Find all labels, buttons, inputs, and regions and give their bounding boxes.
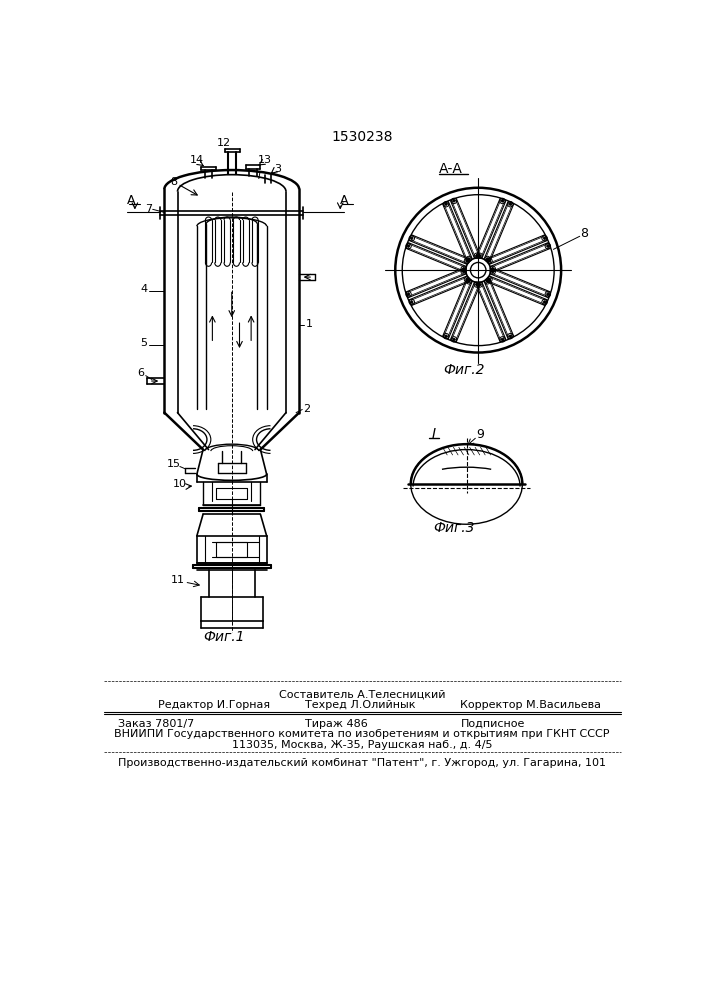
Circle shape	[468, 280, 470, 282]
Circle shape	[501, 200, 503, 202]
Text: 13: 13	[258, 155, 272, 165]
Text: 15: 15	[167, 459, 180, 469]
Circle shape	[509, 335, 511, 337]
Circle shape	[501, 338, 503, 341]
Text: Тираж 486: Тираж 486	[305, 719, 368, 729]
Text: Производственно-издательский комбинат "Патент", г. Ужгород, ул. Гагарина, 101: Производственно-издательский комбинат "П…	[118, 758, 606, 768]
Circle shape	[491, 270, 494, 273]
Circle shape	[491, 268, 494, 270]
Text: Фиг.2: Фиг.2	[443, 363, 485, 377]
Text: 1: 1	[305, 319, 312, 329]
Circle shape	[544, 301, 546, 303]
Circle shape	[445, 203, 448, 205]
Text: Редактор И.Горная: Редактор И.Горная	[158, 700, 270, 710]
Text: 2: 2	[303, 404, 310, 414]
Circle shape	[407, 293, 410, 295]
Text: А: А	[340, 194, 349, 207]
Text: 4: 4	[141, 284, 148, 294]
Circle shape	[468, 258, 470, 260]
Text: Подписное: Подписное	[460, 719, 525, 729]
Text: 1530238: 1530238	[331, 130, 392, 144]
Text: ВНИИПИ Государственного комитета по изобретениям и открытиям при ГКНТ СССР: ВНИИПИ Государственного комитета по изоб…	[115, 729, 609, 739]
Text: I: I	[257, 171, 260, 181]
Circle shape	[411, 301, 413, 303]
Text: 14: 14	[189, 155, 204, 165]
Text: 7: 7	[145, 204, 153, 214]
Text: Корректор М.Васильева: Корректор М.Васильева	[460, 700, 602, 710]
Circle shape	[547, 245, 549, 247]
Text: 11: 11	[170, 575, 185, 585]
Circle shape	[489, 278, 491, 281]
Circle shape	[462, 270, 464, 273]
Text: Составитель А.Телесницкий: Составитель А.Телесницкий	[279, 689, 445, 699]
Text: 8: 8	[580, 227, 588, 240]
Circle shape	[407, 245, 410, 247]
Circle shape	[479, 283, 481, 286]
Circle shape	[486, 258, 489, 260]
Circle shape	[452, 200, 455, 202]
Circle shape	[476, 255, 478, 257]
Text: 113035, Москва, Ж-35, Раушская наб., д. 4/5: 113035, Москва, Ж-35, Раушская наб., д. …	[232, 740, 492, 750]
Text: Фиг.1: Фиг.1	[203, 630, 245, 644]
Text: А-А: А-А	[439, 162, 463, 176]
Circle shape	[411, 237, 413, 239]
Circle shape	[476, 283, 478, 286]
Text: 9: 9	[477, 428, 484, 441]
Text: 5: 5	[141, 338, 148, 348]
Circle shape	[466, 260, 468, 262]
Text: Техред Л.Олийнык: Техред Л.Олийнык	[305, 700, 416, 710]
Text: 6: 6	[138, 368, 144, 378]
Circle shape	[509, 203, 511, 205]
Circle shape	[466, 278, 468, 281]
Text: 10: 10	[173, 479, 187, 489]
Circle shape	[486, 280, 489, 282]
Circle shape	[489, 260, 491, 262]
Circle shape	[544, 237, 546, 239]
Text: А: А	[127, 194, 135, 207]
Circle shape	[462, 268, 464, 270]
Circle shape	[452, 338, 455, 341]
Text: 8: 8	[170, 177, 177, 187]
Text: Фиг.3: Фиг.3	[433, 521, 475, 535]
Text: 3: 3	[274, 164, 281, 174]
Circle shape	[479, 255, 481, 257]
Text: 12: 12	[217, 138, 231, 148]
Circle shape	[445, 335, 448, 337]
Circle shape	[547, 293, 549, 295]
Text: Заказ 7801/7: Заказ 7801/7	[118, 719, 194, 729]
Text: I: I	[432, 427, 436, 441]
